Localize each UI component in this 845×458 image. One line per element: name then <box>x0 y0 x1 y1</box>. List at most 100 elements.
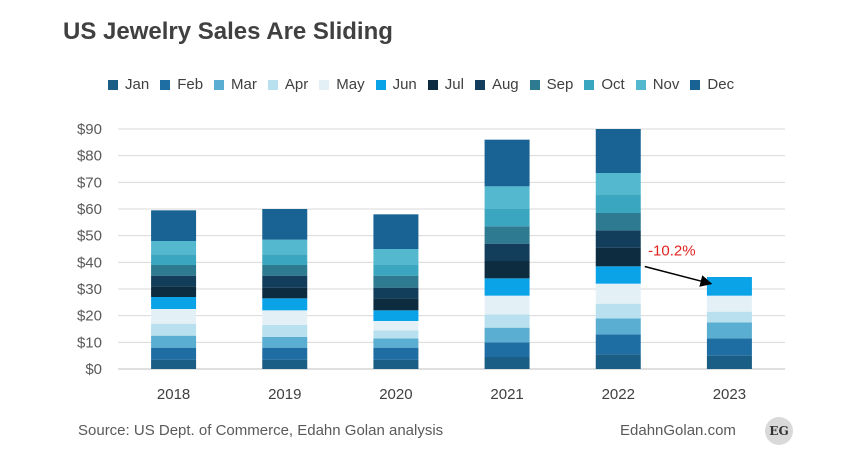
legend-swatch <box>474 79 485 90</box>
bar-segment-may-2023 <box>706 295 752 312</box>
legend-swatch <box>108 79 118 90</box>
bar-segment-jun-2021 <box>484 278 530 296</box>
legend-swatch <box>319 79 330 90</box>
bar-segment-jan-2018 <box>151 359 197 369</box>
y-tick-label: $20 <box>77 308 102 325</box>
bar-segment-jan-2022 <box>595 354 641 369</box>
source-note: Source: US Dept. of Commerce, Edahn Gola… <box>78 422 444 439</box>
bar-segment-jan-2023 <box>706 355 752 369</box>
bar-segment-feb-2021 <box>484 342 530 357</box>
legend-swatch <box>529 79 540 90</box>
legend-label: Feb <box>177 76 204 93</box>
bar-segment-aug-2021 <box>484 243 530 261</box>
x-tick-label: 2018 <box>157 386 190 403</box>
bar-segment-may-2018 <box>151 309 197 324</box>
bar-segment-aug-2022 <box>595 230 641 248</box>
bar-segment-jul-2020 <box>373 298 419 311</box>
bar-segment-sep-2018 <box>151 265 197 276</box>
bar-segment-dec-2022 <box>595 129 641 173</box>
bar-segment-nov-2022 <box>595 173 641 195</box>
bar-segment-apr-2023 <box>706 311 752 323</box>
y-tick-label: $0 <box>85 361 102 378</box>
legend-swatch <box>690 79 701 90</box>
bar-segment-mar-2023 <box>706 322 752 339</box>
legend-label: Sep <box>546 76 574 93</box>
bar-segment-jul-2021 <box>484 261 530 279</box>
bar-segment-oct-2020 <box>373 265 419 276</box>
bar-segment-mar-2020 <box>373 338 419 348</box>
bar-segment-dec-2021 <box>484 139 530 187</box>
legend-item-mar: Mar <box>214 76 257 93</box>
bar-segment-jun-2023 <box>706 277 752 296</box>
legend-swatch <box>160 79 171 90</box>
bar-segment-jan-2020 <box>373 359 419 369</box>
annotation-arrow <box>644 265 713 287</box>
bar-segment-oct-2021 <box>484 209 530 227</box>
bar-segment-jun-2020 <box>373 310 419 321</box>
legend-label: Jun <box>392 76 417 93</box>
bar-segment-dec-2019 <box>262 209 308 240</box>
bar-segment-nov-2019 <box>262 239 308 255</box>
annotation-label: -10.2% <box>648 242 696 259</box>
bar-segment-nov-2020 <box>373 249 419 265</box>
site-name: EdahnGolan.com <box>620 422 736 439</box>
legend-item-jun: Jun <box>375 76 417 93</box>
bar-segment-nov-2021 <box>484 186 530 209</box>
bar-segment-feb-2022 <box>595 334 641 355</box>
bar-segment-jun-2019 <box>262 298 308 311</box>
x-tick-label: 2020 <box>379 386 412 403</box>
legend-label: May <box>336 76 365 93</box>
bar-segment-apr-2018 <box>151 323 197 336</box>
chart-title: US Jewelry Sales Are Sliding <box>63 18 393 45</box>
bar-segment-oct-2022 <box>595 194 641 213</box>
bar-segment-apr-2022 <box>595 303 641 319</box>
bar-segment-feb-2018 <box>151 347 197 360</box>
bar-segment-feb-2019 <box>262 347 308 360</box>
bar-segment-apr-2020 <box>373 330 419 339</box>
legend-item-jan: Jan <box>108 76 149 93</box>
x-tick-label: 2022 <box>602 386 635 403</box>
bar-segment-oct-2018 <box>151 254 197 265</box>
x-tick-label: 2019 <box>268 386 301 403</box>
legend-label: Mar <box>231 76 257 93</box>
bar-segment-sep-2019 <box>262 265 308 276</box>
legend-label: Dec <box>707 76 735 93</box>
legend-swatch <box>584 79 595 90</box>
x-tick-label: 2021 <box>490 386 523 403</box>
legend-swatch <box>267 79 278 90</box>
bar-segment-apr-2019 <box>262 325 308 337</box>
bar-segment-jul-2018 <box>151 286 197 297</box>
legend-item-may: May <box>319 76 365 93</box>
bar-segment-sep-2020 <box>373 275 419 288</box>
bar-segment-jan-2019 <box>262 359 308 369</box>
bar-segment-jan-2021 <box>484 357 530 369</box>
bar-segment-aug-2020 <box>373 287 419 299</box>
y-tick-label: $80 <box>77 148 102 165</box>
legend-label: Nov <box>652 76 680 93</box>
bar-segment-mar-2021 <box>484 327 530 343</box>
legend-item-feb: Feb <box>160 76 203 93</box>
bar-segment-may-2022 <box>595 283 641 304</box>
bar-segment-may-2019 <box>262 310 308 325</box>
bar-segment-feb-2023 <box>706 338 752 356</box>
legend-item-sep: Sep <box>529 76 574 93</box>
bar-segment-oct-2019 <box>262 254 308 265</box>
logo-badge: EG <box>765 417 793 445</box>
y-tick-label: $50 <box>77 228 102 245</box>
bar-segment-jul-2022 <box>595 247 641 267</box>
bar-segment-feb-2020 <box>373 347 419 360</box>
bar-segment-mar-2022 <box>595 318 641 335</box>
bar-segment-may-2021 <box>484 295 530 315</box>
bar-segment-may-2020 <box>373 321 419 331</box>
bar-segment-jul-2019 <box>262 287 308 299</box>
legend-item-jul: Jul <box>427 76 464 93</box>
bar-segment-dec-2020 <box>373 214 419 249</box>
legend-label: Jan <box>125 76 150 93</box>
legend-swatch <box>214 79 225 90</box>
y-tick-label: $90 <box>77 121 102 138</box>
legend-item-oct: Oct <box>584 76 625 93</box>
legend-item-aug: Aug <box>474 76 519 93</box>
bar-segment-jun-2022 <box>595 266 641 284</box>
bar-segment-aug-2018 <box>151 275 197 287</box>
